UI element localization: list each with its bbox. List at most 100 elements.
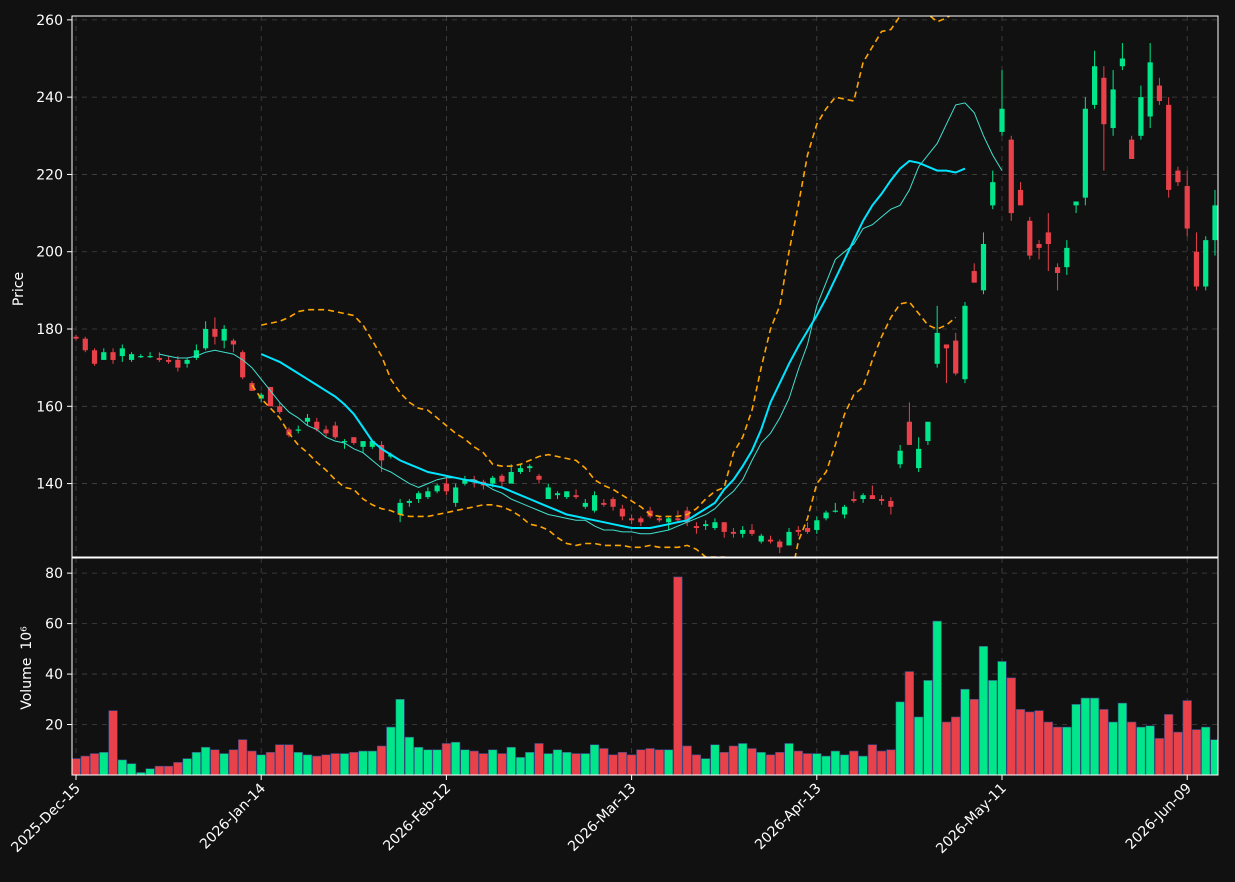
- candle-body: [193, 350, 199, 358]
- candle-body: [980, 243, 987, 291]
- candle-body: [554, 493, 561, 496]
- candle-body: [906, 421, 912, 445]
- candle-body: [203, 329, 209, 349]
- candle-body: [1008, 139, 1014, 214]
- candle-body: [758, 535, 764, 542]
- candle-body: [175, 359, 181, 368]
- candle-body: [1166, 104, 1172, 190]
- candle-body: [601, 502, 607, 505]
- volume-bar: [136, 772, 146, 775]
- volume-bar: [691, 754, 702, 775]
- volume-bar: [645, 748, 655, 775]
- volume-bar: [256, 754, 266, 775]
- volume-bar: [877, 750, 887, 775]
- volume-tick-label: 80: [45, 566, 63, 582]
- volume-bar: [571, 753, 581, 775]
- volume-bar: [404, 736, 414, 775]
- volume-bar: [562, 751, 572, 775]
- candle-body: [1082, 108, 1088, 198]
- candle-body: [351, 437, 357, 444]
- volume-bar: [386, 726, 396, 775]
- candle-body: [740, 529, 746, 534]
- candle-body: [1092, 66, 1098, 105]
- volume-axis-label: Volume 10⁶: [19, 626, 35, 710]
- candle-body: [684, 510, 690, 523]
- volume-bar: [191, 751, 201, 775]
- volume-bar: [488, 749, 498, 775]
- candle-body: [369, 441, 375, 447]
- indicator-lines: [159, 16, 1003, 557]
- volume-bar: [728, 745, 739, 775]
- volume-bar: [617, 751, 627, 775]
- candle-body: [304, 417, 311, 422]
- candle-body: [91, 350, 98, 364]
- candle-body: [1203, 240, 1209, 287]
- volume-bar: [367, 750, 377, 775]
- candle-body: [1184, 186, 1190, 229]
- volume-bar: [423, 749, 433, 775]
- candle-body: [314, 421, 320, 430]
- volume-bar: [839, 754, 850, 775]
- volume-bar: [895, 701, 905, 775]
- candle-body: [138, 356, 144, 358]
- volume-bar: [1145, 725, 1155, 775]
- candle-body: [443, 483, 449, 492]
- candle-body: [916, 448, 922, 469]
- candle-body: [730, 531, 737, 534]
- volume-bar: [812, 753, 822, 775]
- volume-bar: [886, 749, 896, 775]
- volume-bar: [682, 745, 692, 775]
- volume-bar: [636, 749, 646, 775]
- volume-bar: [960, 688, 970, 775]
- volume-bar: [173, 762, 183, 775]
- candle-body: [610, 499, 616, 507]
- volume-bar: [923, 680, 933, 775]
- volume-bar: [1043, 721, 1053, 775]
- candle-body: [184, 359, 190, 364]
- volume-bar: [802, 753, 813, 775]
- price-tick-label: 220: [36, 167, 63, 183]
- candle-body: [462, 479, 468, 484]
- candle-body: [841, 506, 848, 515]
- price-panel-frame: [71, 15, 1219, 558]
- candle-body: [1027, 220, 1033, 256]
- volume-bar: [247, 750, 257, 775]
- volume-bar: [867, 744, 877, 775]
- volume-bar: [117, 759, 127, 775]
- volume-bar: [451, 741, 461, 775]
- volume-bar: [904, 671, 914, 775]
- candle-body: [1054, 267, 1061, 273]
- volume-bar: [849, 750, 859, 775]
- volume-bar: [710, 744, 720, 775]
- volume-bar: [830, 750, 840, 775]
- volume-bar: [673, 576, 683, 775]
- volume-bar: [701, 758, 711, 775]
- upper-band-line: [261, 16, 951, 518]
- volume-bar: [997, 661, 1007, 775]
- candle-body: [767, 539, 774, 542]
- volume-bar: [228, 749, 239, 775]
- candle-body: [360, 441, 366, 447]
- volume-bar: [765, 754, 776, 775]
- price-axis-label: Price: [11, 272, 27, 306]
- candle-body: [545, 487, 551, 500]
- candle-body: [971, 271, 977, 283]
- candle-body: [212, 329, 218, 337]
- volume-bar: [302, 754, 313, 775]
- candle-body: [267, 386, 274, 407]
- volume-bar: [580, 753, 590, 775]
- volume-tick-label: 60: [45, 617, 63, 633]
- candle-body: [378, 444, 385, 461]
- candle-body: [999, 108, 1005, 132]
- candle-body: [1138, 97, 1144, 136]
- volume-bar: [126, 763, 137, 775]
- volume-bar: [978, 646, 989, 775]
- price-tick-label: 160: [36, 399, 63, 415]
- volume-bar: [552, 749, 563, 775]
- candle-body: [1036, 243, 1042, 248]
- candle-body: [425, 491, 431, 498]
- price-tick-label: 180: [36, 322, 63, 338]
- candle-body: [721, 522, 727, 532]
- volume-bar: [210, 749, 220, 775]
- volume-bar: [1025, 711, 1035, 775]
